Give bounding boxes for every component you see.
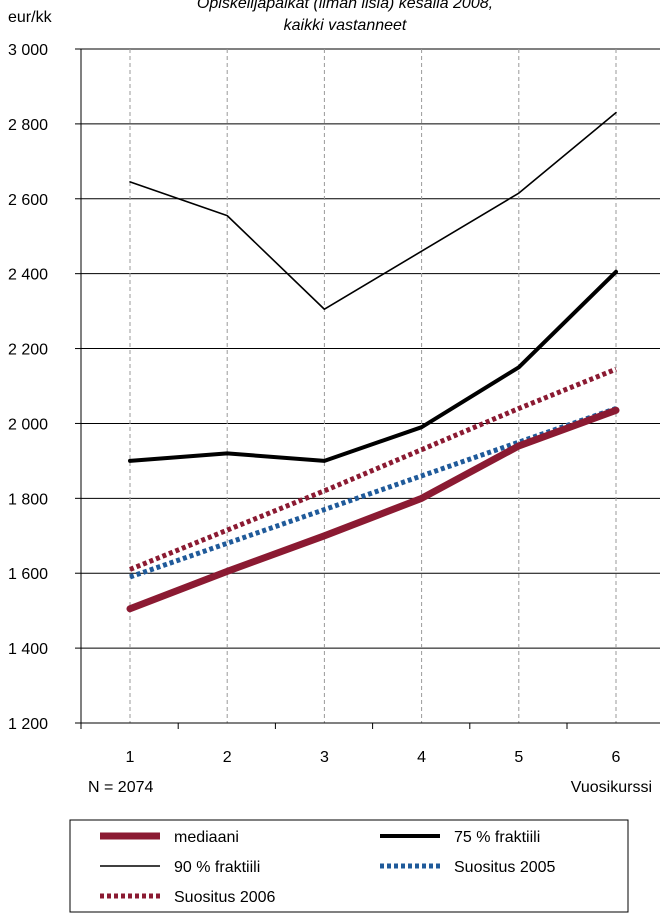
sample-size-note: N = 2074 — [88, 779, 153, 796]
y-tick-label: 1 600 — [8, 566, 48, 583]
y-tick-label: 2 800 — [8, 117, 48, 134]
x-tick-label: 5 — [514, 749, 523, 766]
legend-label: 75 % fraktiili — [454, 829, 540, 846]
series-line-90-fraktiili — [129, 111, 617, 311]
y-tick-label: 3 000 — [8, 42, 48, 59]
x-tick-label: 2 — [223, 749, 232, 766]
y-tick-label: 1 800 — [8, 491, 48, 508]
x-tick-label: 4 — [417, 749, 426, 766]
x-axis-label: Vuosikurssi — [571, 779, 652, 796]
y-tick-label: 1 200 — [8, 716, 48, 733]
axes — [75, 48, 660, 729]
x-tick-labels: 1 2 3 4 5 6 — [126, 749, 621, 766]
y-axis-label: eur/kk — [8, 9, 53, 26]
x-tick-label: 3 — [320, 749, 329, 766]
legend-label: 90 % fraktiili — [174, 859, 260, 876]
series-line-suositus-2006 — [129, 366, 617, 572]
legend-label: Suositus 2006 — [174, 889, 276, 906]
y-tick-label: 1 400 — [8, 641, 48, 658]
legend-box — [69, 819, 629, 913]
series-line-mediaani — [126, 406, 620, 613]
series-lines — [126, 111, 620, 613]
series-line-75-fraktiili — [128, 269, 618, 463]
horizontal-gridlines — [81, 48, 660, 649]
x-tick-label: 6 — [612, 749, 621, 766]
chart-title-line-2: kaikki vastanneet — [284, 17, 407, 34]
chart-title-line-1: Opiskelijapaikat (ilman lisiä) kesällä 2… — [197, 0, 493, 12]
y-tick-labels: 1 200 1 400 1 600 1 800 2 000 2 200 2 400 2 600… — [8, 42, 48, 733]
y-tick-label: 2 600 — [8, 192, 48, 209]
y-tick-label: 2 400 — [8, 267, 48, 284]
y-tick-label: 2 000 — [8, 416, 48, 433]
legend: mediaani 75 % fraktiili 90 % fraktiili Suos… — [69, 819, 629, 913]
y-tick-label: 2 200 — [8, 342, 48, 359]
vertical-gridlines — [129, 49, 617, 723]
legend-label: Suositus 2005 — [454, 859, 556, 876]
legend-label: mediaani — [174, 829, 239, 846]
x-tick-label: 1 — [126, 749, 135, 766]
